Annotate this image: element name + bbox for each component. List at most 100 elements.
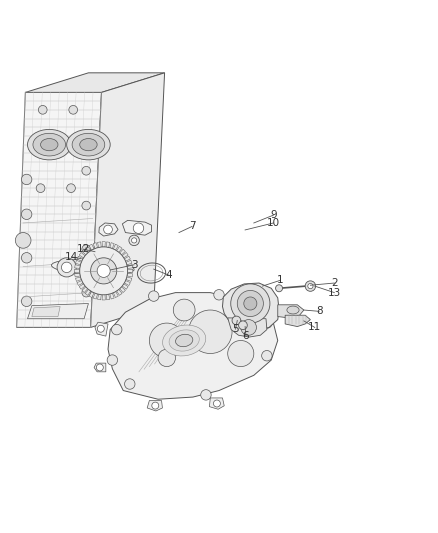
Polygon shape (79, 253, 85, 258)
Polygon shape (75, 277, 81, 281)
Circle shape (36, 184, 45, 192)
Text: 13: 13 (328, 288, 341, 297)
Polygon shape (98, 242, 101, 247)
Polygon shape (228, 318, 267, 337)
Circle shape (244, 297, 257, 310)
Polygon shape (110, 293, 114, 299)
Circle shape (173, 299, 195, 321)
Polygon shape (77, 280, 83, 286)
Circle shape (152, 402, 159, 409)
Circle shape (69, 106, 78, 114)
Polygon shape (126, 277, 132, 281)
Ellipse shape (52, 260, 134, 275)
Polygon shape (278, 305, 304, 318)
Polygon shape (74, 273, 80, 277)
Circle shape (82, 201, 91, 210)
Polygon shape (82, 249, 88, 255)
Circle shape (21, 174, 32, 184)
Polygon shape (117, 289, 122, 295)
Circle shape (21, 253, 32, 263)
Polygon shape (79, 284, 85, 289)
Ellipse shape (28, 130, 71, 160)
Polygon shape (113, 244, 118, 250)
Circle shape (107, 355, 117, 365)
Ellipse shape (80, 139, 97, 151)
Circle shape (91, 258, 117, 284)
Polygon shape (102, 242, 105, 247)
Circle shape (305, 281, 316, 292)
Circle shape (213, 400, 220, 407)
Polygon shape (120, 249, 125, 255)
Polygon shape (74, 269, 80, 272)
Polygon shape (127, 273, 133, 277)
Polygon shape (110, 243, 114, 248)
Polygon shape (77, 256, 83, 261)
Polygon shape (127, 265, 133, 269)
Circle shape (308, 284, 313, 289)
Polygon shape (98, 294, 101, 300)
Polygon shape (124, 280, 131, 286)
Ellipse shape (169, 330, 199, 351)
Circle shape (261, 351, 272, 361)
Text: 8: 8 (316, 306, 322, 316)
Ellipse shape (287, 306, 299, 314)
Circle shape (67, 184, 75, 192)
Circle shape (239, 321, 247, 329)
Polygon shape (147, 400, 162, 411)
Polygon shape (28, 303, 88, 319)
Circle shape (61, 262, 72, 272)
Ellipse shape (162, 325, 206, 356)
Polygon shape (106, 294, 110, 300)
Text: 4: 4 (166, 270, 172, 280)
Circle shape (232, 316, 241, 325)
Circle shape (261, 318, 272, 328)
Circle shape (188, 310, 232, 353)
Polygon shape (209, 398, 224, 409)
Ellipse shape (41, 139, 58, 151)
Polygon shape (93, 243, 98, 248)
Text: 2: 2 (331, 278, 338, 288)
Polygon shape (75, 260, 81, 265)
Circle shape (276, 285, 283, 292)
Polygon shape (285, 315, 311, 327)
Polygon shape (124, 256, 131, 261)
Circle shape (231, 284, 270, 323)
Circle shape (104, 225, 113, 234)
Circle shape (21, 296, 32, 306)
Circle shape (112, 325, 122, 335)
Text: 12: 12 (77, 244, 90, 254)
Polygon shape (223, 283, 279, 331)
Circle shape (57, 258, 76, 277)
Circle shape (39, 106, 47, 114)
Ellipse shape (176, 334, 193, 346)
Circle shape (201, 390, 211, 400)
Circle shape (237, 290, 263, 317)
Text: 10: 10 (267, 218, 280, 228)
Ellipse shape (67, 130, 110, 160)
Polygon shape (99, 223, 118, 236)
Polygon shape (106, 242, 110, 247)
Circle shape (131, 238, 137, 243)
Circle shape (228, 341, 254, 367)
Polygon shape (93, 293, 98, 299)
Polygon shape (120, 287, 125, 293)
Circle shape (82, 166, 91, 175)
Text: 3: 3 (131, 260, 138, 270)
Ellipse shape (72, 133, 105, 156)
Text: 1: 1 (277, 276, 283, 286)
Polygon shape (94, 363, 106, 372)
Circle shape (15, 232, 31, 248)
Circle shape (158, 349, 176, 367)
Polygon shape (89, 244, 94, 250)
Polygon shape (89, 292, 94, 297)
Polygon shape (126, 260, 132, 265)
Circle shape (97, 325, 104, 332)
Polygon shape (32, 306, 60, 317)
Circle shape (96, 364, 103, 371)
Ellipse shape (33, 133, 66, 156)
Text: 14: 14 (65, 252, 78, 262)
Polygon shape (122, 220, 152, 235)
Polygon shape (74, 265, 80, 269)
Polygon shape (108, 293, 278, 399)
Circle shape (241, 320, 256, 335)
